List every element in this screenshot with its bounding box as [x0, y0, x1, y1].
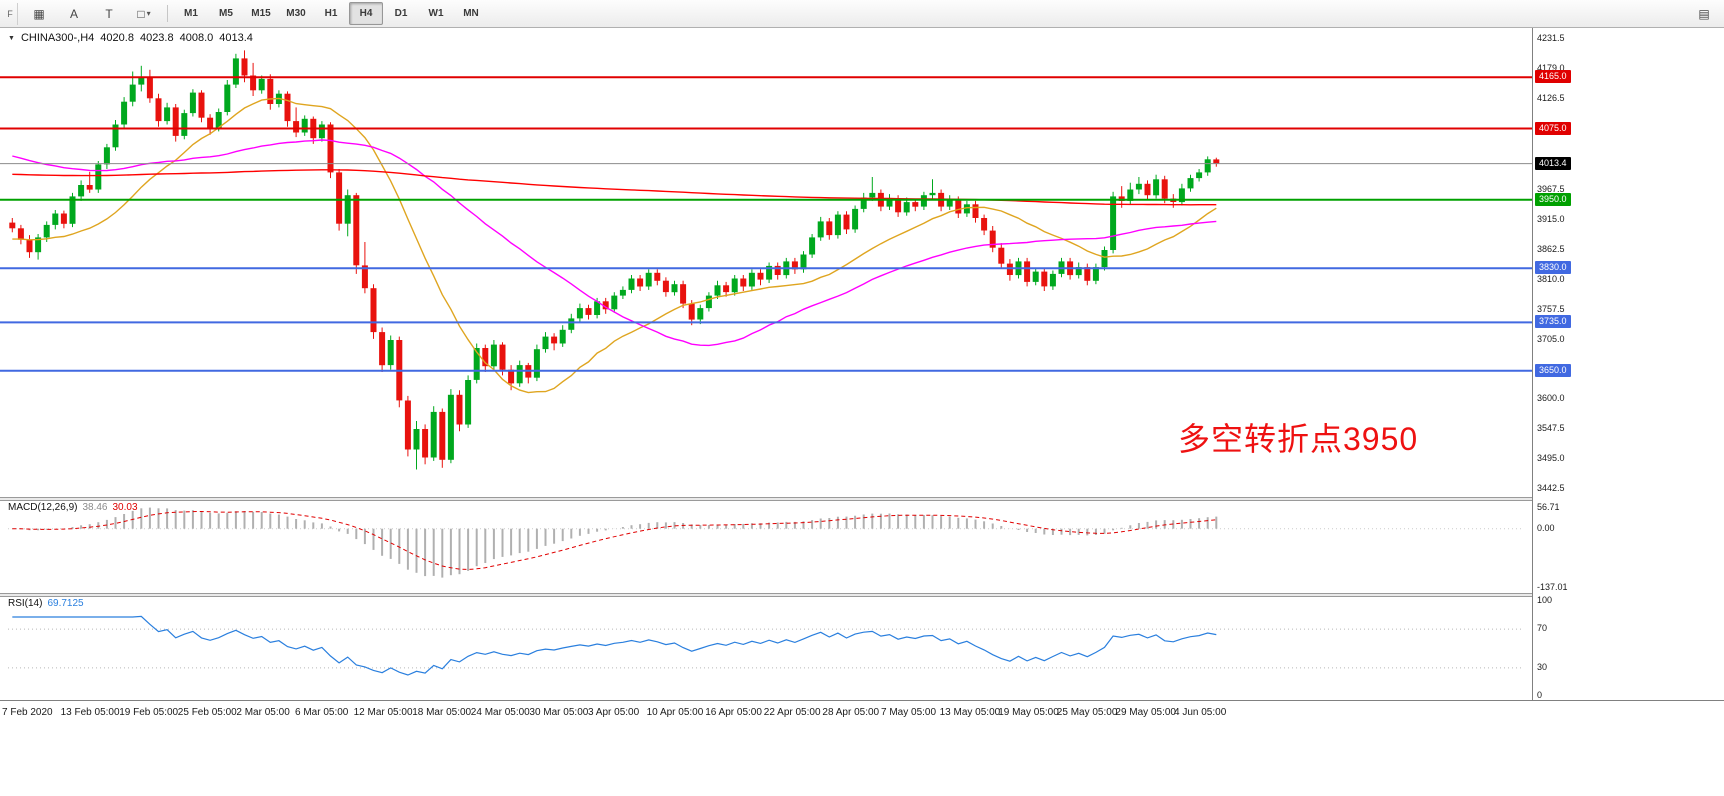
rsi-scale-label: 30 [1537, 661, 1548, 672]
time-axis-label: 24 Mar 05:00 [470, 707, 530, 718]
time-axis-label: 10 Apr 05:00 [646, 707, 704, 718]
chart-symbol-period: CHINA300-,H4 [20, 32, 95, 44]
window-list-icon[interactable]: ▤ [1698, 6, 1710, 21]
text-tool-icon[interactable]: T [105, 6, 113, 21]
macd-indicator-label: MACD(12,26,9) 38.46 30.03 [8, 502, 138, 513]
panel-splitter-rsi[interactable] [0, 593, 1724, 597]
rsi-scale-label: 0 [1537, 690, 1543, 700]
time-scale[interactable]: 7 Feb 2020 13 Feb 05:00 19 Feb 05:00 25 Feb… [0, 700, 1724, 731]
ohlc-open: 4020.8 [100, 32, 134, 44]
toolbar-separator [167, 5, 168, 22]
time-axis-label: 19 Feb 05:00 [119, 707, 179, 718]
time-axis-label: 13 Feb 05:00 [60, 707, 120, 718]
candles-layer [9, 50, 1220, 470]
rsi-scale-label: 70 [1537, 623, 1548, 634]
macd-name: MACD(12,26,9) [8, 502, 78, 513]
timeframe-button-h4[interactable]: H4 [349, 2, 383, 25]
price-level-label: 4165.0 [1535, 70, 1571, 84]
time-axis-label: 2 Mar 05:00 [236, 707, 290, 718]
timeframe-button-mn[interactable]: MN [463, 8, 479, 19]
timeframe-button-d1[interactable]: D1 [394, 8, 408, 19]
price-tick-label: 4231.5 [1537, 33, 1565, 44]
price-scale[interactable]: 4231.5 4179.0 4126.5 3967.5 3915.0 3862.5 3810… [1532, 28, 1724, 700]
price-level-label: 3650.0 [1535, 363, 1571, 377]
price-tick-label: 3547.5 [1537, 423, 1565, 434]
toolbar: F ▦ A T □ ▾ M1 M5 M15 M30 H1 H4 D1 W1 MN ▤ [0, 0, 1724, 28]
charts-grid-icon[interactable]: ▦ [33, 6, 45, 21]
time-axis-label: 25 May 05:00 [1056, 707, 1118, 718]
timeframe-button-w1[interactable]: W1 [428, 8, 444, 19]
time-axis-label: 6 Mar 05:00 [295, 707, 349, 718]
time-axis-label: 7 May 05:00 [881, 707, 937, 718]
cursor-tool-icon[interactable]: A [69, 6, 78, 21]
time-axis-label: 28 Apr 05:00 [822, 707, 880, 718]
price-tick-label: 3600.0 [1537, 393, 1565, 404]
price-level-label: 3830.0 [1535, 261, 1571, 275]
chart-canvas[interactable] [0, 28, 1532, 700]
macd-layer [8, 507, 1524, 578]
rsi-line [12, 615, 1217, 676]
macd-scale-label: -137.01 [1537, 582, 1568, 592]
time-axis-label: 22 Apr 05:00 [763, 707, 821, 718]
chart-window: ▼ CHINA300-,H4 4020.8 4023.8 4008.0 4013… [0, 28, 1724, 796]
price-tick-label: 3967.5 [1537, 183, 1565, 194]
price-tick-label: 3862.5 [1537, 243, 1565, 254]
ma-fast-line [12, 97, 1217, 394]
ohlc-low: 4008.0 [179, 32, 214, 44]
ma-medium-line [12, 139, 1217, 347]
time-axis-label: 25 Feb 05:00 [177, 707, 237, 718]
price-tick-label: 3705.0 [1537, 333, 1565, 344]
timeframe-button-m1[interactable]: M1 [184, 8, 198, 19]
timeframe-group: M1 M5 M15 M30 H1 H4 D1 W1 MN [174, 2, 488, 25]
shapes-dropdown-caret: ▾ [146, 9, 151, 18]
timeframe-button-m5[interactable]: M5 [219, 8, 233, 19]
chart-annotation-text: 多空转折点3950 [1178, 421, 1419, 457]
macd-scale-label: 56.71 [1537, 502, 1560, 512]
time-axis-label: 13 May 05:00 [939, 707, 1001, 718]
macd-value-main: 38.46 [82, 502, 108, 513]
time-axis-label: 16 Apr 05:00 [705, 707, 762, 718]
collapse-triangle-icon[interactable]: ▼ [8, 34, 15, 42]
shapes-tool-button[interactable]: □ ▾ [127, 2, 161, 25]
timeframe-button-m15[interactable]: M15 [251, 8, 271, 19]
price-level-label: 3735.0 [1535, 315, 1571, 329]
time-axis-label: 29 May 05:00 [1115, 707, 1176, 718]
macd-signal-line [12, 510, 1217, 571]
rsi-indicator-label: RSI(14) 69.7125 [8, 598, 84, 609]
price-tick-label: 3810.0 [1537, 273, 1565, 284]
macd-value-signal: 30.03 [112, 502, 138, 513]
ohlc-close: 4013.4 [219, 32, 253, 44]
price-level-label: 4075.0 [1535, 121, 1571, 135]
price-tick-label: 3757.5 [1537, 303, 1565, 314]
price-level-label: 4013.4 [1535, 156, 1571, 170]
moving-averages-layer [12, 97, 1217, 394]
time-axis-label: 30 Mar 05:00 [529, 707, 589, 718]
time-axis-label: 18 Mar 05:00 [412, 707, 472, 718]
time-axis-label: 4 Jun 05:00 [1174, 707, 1227, 718]
timeframe-button-m30[interactable]: M30 [286, 8, 306, 19]
rsi-layer [8, 615, 1524, 676]
panel-splitter-macd[interactable] [0, 497, 1724, 501]
shapes-tool-icon: □ [137, 6, 145, 21]
price-tick-label: 3442.5 [1537, 483, 1565, 494]
time-axis-label: 19 May 05:00 [998, 707, 1059, 718]
time-axis-label: 7 Feb 2020 [2, 707, 53, 718]
price-level-label: 3950.0 [1535, 192, 1571, 206]
rsi-scale-label: 100 [1537, 595, 1553, 605]
price-tick-label: 3495.0 [1537, 453, 1565, 464]
ohlc-high: 4023.8 [139, 32, 174, 44]
chart-header: ▼ CHINA300-,H4 4020.8 4023.8 4008.0 4013… [8, 32, 253, 44]
level-lines-layer [0, 76, 1532, 372]
rsi-name: RSI(14) [8, 598, 43, 609]
price-tick-label: 3915.0 [1537, 213, 1565, 224]
dock-handle[interactable]: F [3, 2, 18, 25]
time-axis-label: 12 Mar 05:00 [353, 707, 413, 718]
macd-scale-label: 0.00 [1537, 522, 1555, 533]
rsi-value: 69.7125 [47, 598, 84, 609]
price-tick-label: 4126.5 [1537, 93, 1565, 104]
price-tick-label: 4179.0 [1537, 63, 1565, 74]
timeframe-button-h1[interactable]: H1 [324, 8, 338, 19]
time-axis-label: 3 Apr 05:00 [588, 707, 640, 718]
